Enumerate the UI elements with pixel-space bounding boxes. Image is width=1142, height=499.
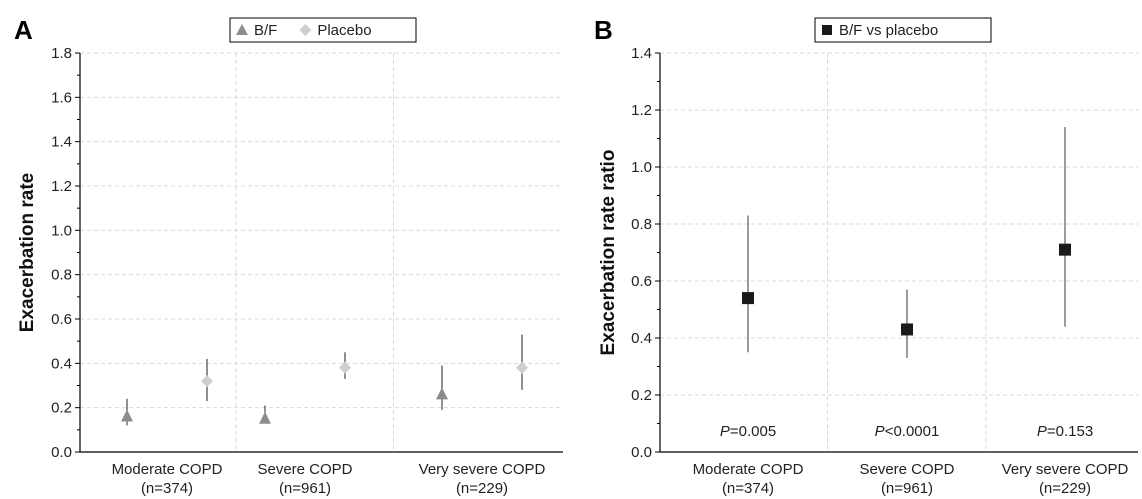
y-tick-label: 0.8 [631,216,652,233]
y-tick-label: 1.2 [631,102,652,119]
y-tick-label: 0.0 [51,444,72,461]
y-tick-label: 0.2 [51,400,72,417]
y-tick-label: 1.0 [631,159,652,176]
x-category-label: Moderate COPD [112,461,223,478]
legend-label: B/F vs placebo [839,22,938,39]
x-category-n-label: (n=374) [722,480,774,497]
y-tick-label: 1.0 [51,222,72,239]
data-point-triangle [121,409,133,422]
legend-label: B/F [254,22,277,39]
panel-letter: A [14,15,33,45]
data-point-diamond [201,375,213,388]
x-category-n-label: (n=374) [141,480,193,497]
x-category-label: Very severe COPD [419,461,546,478]
x-category-n-label: (n=961) [279,480,331,497]
y-tick-label: 1.4 [631,45,652,62]
x-category-n-label: (n=229) [1039,480,1091,497]
y-tick-label: 1.6 [51,89,72,106]
x-category-n-label: (n=229) [456,480,508,497]
p-value-label: P<0.0001 [875,423,940,440]
data-point-square [1059,243,1071,256]
data-point-square [742,292,754,305]
y-tick-label: 1.4 [51,134,72,151]
x-category-label: Severe COPD [257,461,352,478]
y-tick-label: 0.4 [51,355,72,372]
y-tick-label: 0.0 [631,444,652,461]
legend-marker-square [822,25,832,35]
legend-label: Placebo [317,22,371,39]
y-tick-label: 1.2 [51,178,72,195]
x-category-label: Severe COPD [859,461,954,478]
p-value-label: P=0.005 [720,423,776,440]
data-point-triangle [436,387,448,400]
y-tick-label: 0.8 [51,267,72,284]
legend-box [814,17,992,43]
y-axis-title: Exacerbation rate [17,173,38,332]
y-tick-label: 0.6 [631,273,652,290]
x-category-n-label: (n=961) [881,480,933,497]
y-tick-label: 0.4 [631,330,652,347]
data-point-square [901,323,913,336]
y-tick-label: 0.2 [631,387,652,404]
y-axis-title: Exacerbation rate ratio [598,150,619,356]
panel-letter: B [594,15,613,45]
legend-marker-diamond [299,24,312,36]
data-point-diamond [516,361,528,374]
x-category-label: Very severe COPD [1002,461,1129,478]
p-value-label: P=0.153 [1037,423,1093,440]
data-point-diamond [339,361,351,374]
legend-box [229,17,417,43]
y-tick-label: 0.6 [51,311,72,328]
legend-marker-triangle [236,24,248,35]
x-category-label: Moderate COPD [693,461,804,478]
y-tick-label: 1.8 [51,45,72,62]
data-point-triangle [259,411,271,424]
